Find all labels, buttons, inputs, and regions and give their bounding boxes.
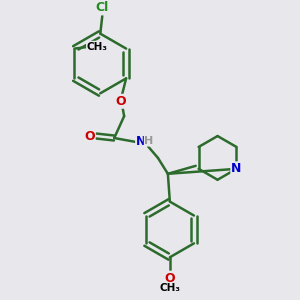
Text: O: O — [84, 130, 95, 142]
Text: N: N — [136, 134, 146, 148]
Text: CH₃: CH₃ — [87, 42, 108, 52]
Text: H: H — [144, 136, 154, 146]
Text: N: N — [231, 162, 242, 175]
Text: CH₃: CH₃ — [159, 283, 180, 293]
Text: Cl: Cl — [96, 1, 109, 14]
Text: O: O — [164, 272, 175, 285]
Text: O: O — [116, 95, 127, 108]
